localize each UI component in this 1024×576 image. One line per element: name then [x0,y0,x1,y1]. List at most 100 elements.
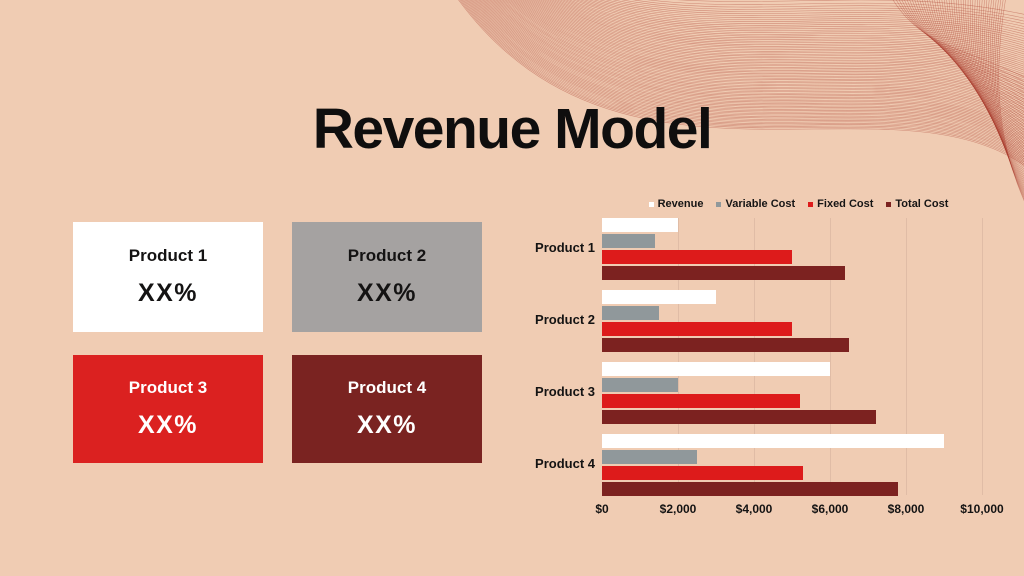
wave-line [572,0,1024,46]
wave-line [569,0,1024,48]
wave-line [538,0,1024,73]
x-tick-label: $10,000 [960,502,1004,516]
bar-revenue-product-4 [602,434,944,448]
bar-fixed-cost-product-4 [602,466,804,480]
product-card-value: XX% [356,279,418,307]
product-card-value: XX% [137,411,199,439]
x-tick-label: $2,000 [659,502,697,516]
wave-line [540,0,1024,71]
wave-line [632,0,1024,22]
bar-variable-cost-product-4 [602,450,697,464]
bar-variable-cost-product-2 [602,306,659,320]
legend-label: Fixed Cost [817,198,874,210]
gridline [982,218,983,495]
wave-line [904,0,1024,93]
wave-line [557,0,1024,57]
gridline [678,218,679,495]
wave-line [554,0,1024,59]
wave-line [898,0,1024,86]
legend-swatch-icon [886,201,892,207]
wave-line [593,0,1024,35]
legend-swatch-icon [648,201,654,207]
bar-total-cost-product-3 [602,410,876,424]
bar-variable-cost-product-3 [602,378,678,392]
wave-line [562,0,1024,53]
wave-line [536,0,1024,75]
product-card-4: Product 4 XX% [292,355,482,463]
bar-fixed-cost-product-2 [602,322,792,336]
gridline [906,218,907,495]
wave-line [517,0,1024,94]
product-card-label: Product 2 [347,246,427,265]
legend-swatch-icon [716,201,722,207]
wave-line [559,0,1024,55]
gridline [830,218,831,495]
wave-line [892,0,1024,78]
product-card-label: Product 1 [128,246,208,265]
wave-line [551,0,1024,61]
page-title: Revenue Model [312,97,713,162]
wave-line [532,0,1024,79]
chart-legend: Revenue Variable Cost Fixed Cost Total Cost [602,198,995,210]
bar-total-cost-product-4 [602,482,899,496]
wave-line [584,0,1024,40]
legend-item-fixed-cost: Fixed Cost [808,198,873,210]
bar-fixed-cost-product-3 [602,394,800,408]
wave-line [909,0,1024,100]
legend-item-revenue: Revenue [648,198,704,210]
bar-chart: Revenue Variable Cost Fixed Cost Total Cost… [505,198,1017,528]
wave-line [514,0,1024,98]
gridline [754,218,755,495]
product-card-label: Product 3 [128,378,208,397]
chart-plot-area [602,217,995,496]
bar-revenue-product-2 [602,290,716,304]
wave-line [512,0,1024,99]
wave-line [588,0,1024,37]
wave-line [515,0,1024,96]
legend-item-total-cost: Total Cost [886,198,948,210]
product-card-value: XX% [356,411,418,439]
wave-line [576,0,1024,44]
product-card-value: XX% [137,279,199,307]
wave-line [534,0,1024,77]
product-card-3: Product 3 XX% [73,355,263,463]
wave-line [519,0,1024,92]
bar-revenue-product-3 [602,362,830,376]
wave-line [906,0,1024,97]
wave-line [522,0,1024,88]
wave-line [524,0,1024,86]
wave-line [565,0,1024,51]
wave-line [605,0,1024,30]
legend-label: Variable Cost [725,198,796,210]
wave-line [526,0,1024,85]
legend-swatch-icon [808,201,814,207]
product-card-label: Product 4 [347,378,427,397]
category-label-product-3: Product 3 [535,384,595,399]
product-cards: Product 1 XX% Product 2 XX% Product 3 XX… [73,222,482,463]
wave-line [542,0,1024,69]
bar-variable-cost-product-1 [602,234,656,248]
wave-line [612,0,1024,27]
legend-label: Total Cost [895,198,949,210]
bar-total-cost-product-2 [602,338,849,352]
wave-line [621,0,1024,25]
x-tick-label: $6,000 [811,502,849,516]
category-label-product-1: Product 1 [535,240,595,255]
wave-line [510,0,1024,101]
wave-line [547,0,1024,65]
x-tick-label: $4,000 [735,502,773,516]
wave-line [521,0,1024,90]
wave-line [528,0,1024,83]
category-label-product-2: Product 2 [535,312,595,327]
wave-line [901,0,1024,90]
wave-line [509,0,1024,103]
wave-line [646,0,1024,19]
x-tick-label: $0 [595,502,609,516]
product-card-2: Product 2 XX% [292,222,482,332]
wave-line [544,0,1024,67]
legend-label: Revenue [657,198,704,210]
wave-line [530,0,1024,81]
bar-total-cost-product-1 [602,266,846,280]
bar-revenue-product-1 [602,218,678,232]
